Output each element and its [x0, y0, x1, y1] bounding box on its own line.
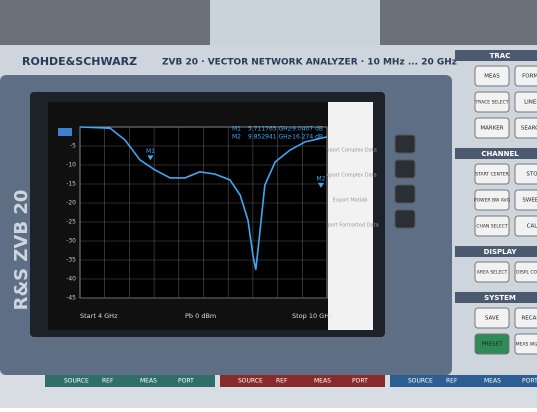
y-tick-label: -20 — [66, 200, 76, 207]
softkey-area — [328, 102, 373, 330]
port-label: SOURCE — [408, 378, 433, 385]
softkey-button[interactable] — [395, 160, 415, 178]
button-label: LINES — [524, 100, 537, 106]
section-title: TRAC — [490, 52, 511, 60]
marker-name: M2 — [316, 175, 325, 182]
button-label: SAVE — [485, 316, 500, 322]
section-title: DISPLAY — [484, 248, 518, 256]
model: ZVB 20 · VECTOR NETWORK ANALYZER · 10 MH… — [162, 58, 457, 68]
button-label: MARKER — [480, 126, 503, 132]
button-label: TRACE SELECT — [474, 100, 508, 106]
label-plate — [210, 0, 380, 45]
power-label: Pb 0 dBm — [185, 312, 216, 320]
button-label: RECALL — [521, 316, 537, 322]
port-label: SOURCE — [238, 378, 263, 385]
button-label: START CENTER — [475, 172, 508, 178]
marker-name: M1 — [146, 148, 155, 155]
stop-label: Stop 10 GHz — [292, 312, 333, 320]
y-tick-label: -15 — [66, 181, 76, 188]
y-tick-label: -25 — [66, 219, 76, 226]
page: ROHDE&SCHWARZ ZVB 20 · VECTOR NETWORK AN… — [0, 0, 537, 408]
softkey[interactable]: Export Complex Data — [323, 173, 376, 179]
port-label: REF — [446, 378, 458, 385]
button-label: CHAN SELECT — [476, 224, 508, 230]
button-label: SWEEP — [522, 198, 537, 204]
readout-name: M1 — [232, 126, 241, 133]
readout-x: 5.711765 GHz — [248, 126, 291, 133]
port-label: MEAS — [314, 378, 331, 385]
brand: ROHDE&SCHWARZ — [22, 55, 137, 68]
button-label: CAL — [527, 224, 537, 230]
y-tick-label: -5 — [70, 143, 76, 150]
button-label: STO — [526, 172, 537, 178]
y-tick-label: -10 — [66, 162, 76, 169]
softkey[interactable]: Export Formatted Data — [321, 223, 378, 229]
button-label: FORMA — [522, 74, 537, 80]
port-label: SOURCE — [64, 378, 89, 385]
y-tick-label: -45 — [66, 295, 76, 302]
photo: ROHDE&SCHWARZ ZVB 20 · VECTOR NETWORK AN… — [0, 0, 537, 408]
section-title: SYSTEM — [484, 294, 516, 302]
softkey[interactable]: Import Complex Data — [323, 148, 377, 154]
softkey-button[interactable] — [395, 185, 415, 203]
button-label: MEAS WIZARD — [516, 342, 537, 348]
port-label: MEAS — [140, 378, 157, 385]
port-label: PORT — [352, 378, 368, 385]
softkey[interactable]: Export Matlab — [333, 198, 368, 204]
button-label: POWER BW AVG — [474, 198, 511, 204]
readout-name: M2 — [232, 134, 241, 141]
softkey-button[interactable] — [395, 135, 415, 153]
readout-x: 9.852941 GHz — [248, 134, 291, 141]
side-label: R&S ZVB 20 — [11, 190, 32, 311]
section-title: CHANNEL — [481, 150, 519, 158]
port-label: PORT — [178, 378, 194, 385]
port-label: MEAS — [484, 378, 501, 385]
button-label: DISPL CONFIG — [516, 270, 537, 276]
button-label: AREA SELECT — [477, 270, 508, 276]
y-tick-label: -40 — [66, 276, 76, 283]
start-label: Start 4 GHz — [80, 312, 118, 320]
softkey-button[interactable] — [395, 210, 415, 228]
readout-y: -16.274 dB — [290, 134, 323, 141]
button-label: PRESET — [482, 342, 504, 348]
y-tick-label: -30 — [66, 238, 76, 245]
port-label: REF — [276, 378, 288, 385]
port-label: REF — [102, 378, 114, 385]
button-label: MEAS — [484, 74, 500, 80]
readout-y: -9.0407 dB — [290, 126, 323, 133]
port-label: PORT — [522, 378, 537, 385]
trace-tag — [58, 128, 72, 136]
y-tick-label: -35 — [66, 257, 76, 264]
